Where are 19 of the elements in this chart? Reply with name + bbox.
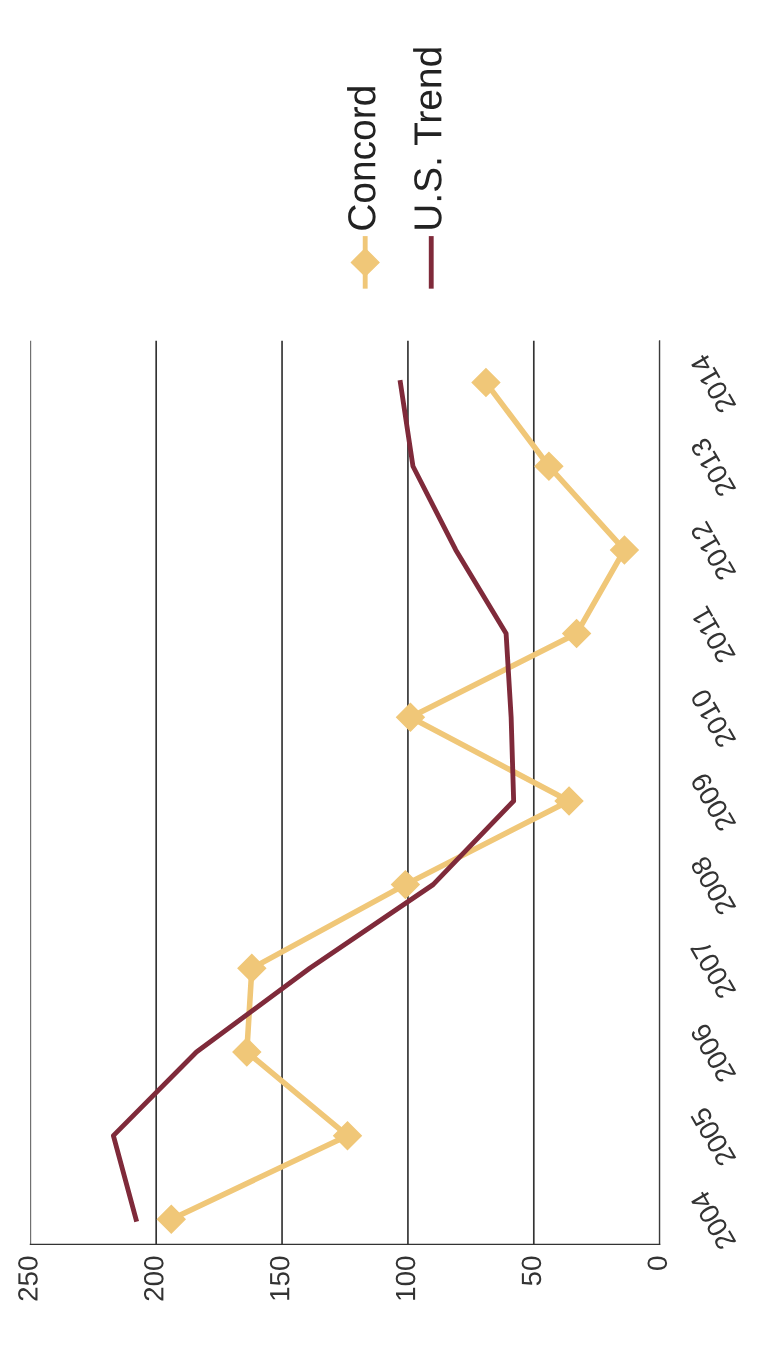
point xyxy=(534,451,564,481)
x-tick-label: 0 xyxy=(647,1256,668,1270)
point xyxy=(390,870,420,900)
point xyxy=(333,1121,362,1151)
point xyxy=(156,1204,186,1234)
x-tick-label: 50 xyxy=(521,1256,542,1286)
point xyxy=(395,702,425,732)
text: Concord xyxy=(347,87,376,230)
x-tick-label: 250 xyxy=(18,1256,38,1301)
point xyxy=(562,619,592,649)
x-tick-label: 150 xyxy=(269,1256,290,1300)
point xyxy=(232,1037,262,1067)
point xyxy=(237,953,267,983)
point xyxy=(554,786,584,816)
text: U.S. Trend xyxy=(413,48,442,229)
x-tick-label: 200 xyxy=(143,1256,164,1301)
point xyxy=(471,368,501,398)
point xyxy=(609,535,639,565)
x-tick-label: 100 xyxy=(395,1256,416,1300)
